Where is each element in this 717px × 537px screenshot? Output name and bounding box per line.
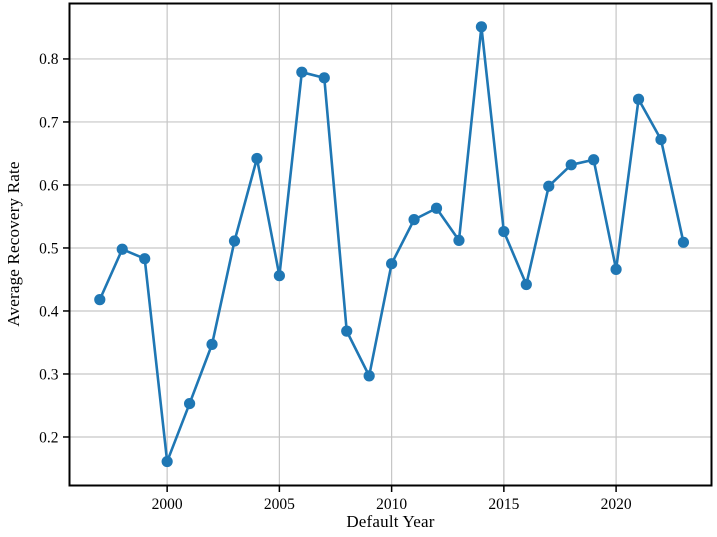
data-point-marker [251,152,263,165]
data-point-marker [408,214,420,226]
data-point-marker [206,338,218,350]
y-tick-label: 0.6 [39,177,59,194]
x-tick-label: 2005 [264,496,295,513]
data-point-marker [655,133,667,146]
axes-border [68,2,713,487]
data-point-marker [453,234,465,246]
x-axis-label: Default Year [346,512,435,531]
data-point-marker [430,202,443,214]
data-point-marker [543,180,555,192]
x-tick-label: 2020 [601,496,632,513]
x-tick-label: 2000 [152,496,183,513]
y-tick-label: 0.2 [39,429,58,446]
y-tick-label: 0.7 [39,114,59,131]
y-tick-label: 0.3 [39,366,59,383]
data-point-marker [520,278,532,291]
data-point-marker [565,159,577,171]
data-point-marker [588,154,600,166]
y-tick-label: 0.5 [39,240,59,257]
x-tick-label: 2010 [376,496,407,513]
data-point-marker [498,225,510,238]
y-tick-label: 0.8 [39,51,59,68]
data-point-marker [341,325,353,337]
y-tick-label: 0.4 [39,303,59,320]
data-point-marker [610,263,622,275]
data-point-marker [183,397,196,410]
data-point-marker [139,253,151,265]
data-point-marker [677,236,690,248]
y-axis-label: Average Recovery Rate [4,161,23,327]
data-point-marker [475,21,488,33]
data-point-marker [296,66,308,78]
data-point-marker [116,243,128,255]
data-point-marker [228,235,241,247]
data-point-marker [318,72,330,84]
data-point-marker [363,370,375,382]
data-point-marker [632,93,645,105]
data-point-marker [386,258,398,270]
data-point-marker [161,455,173,468]
x-tick-label: 2015 [488,496,519,513]
data-point-marker [273,270,285,282]
data-point-marker [94,294,106,306]
